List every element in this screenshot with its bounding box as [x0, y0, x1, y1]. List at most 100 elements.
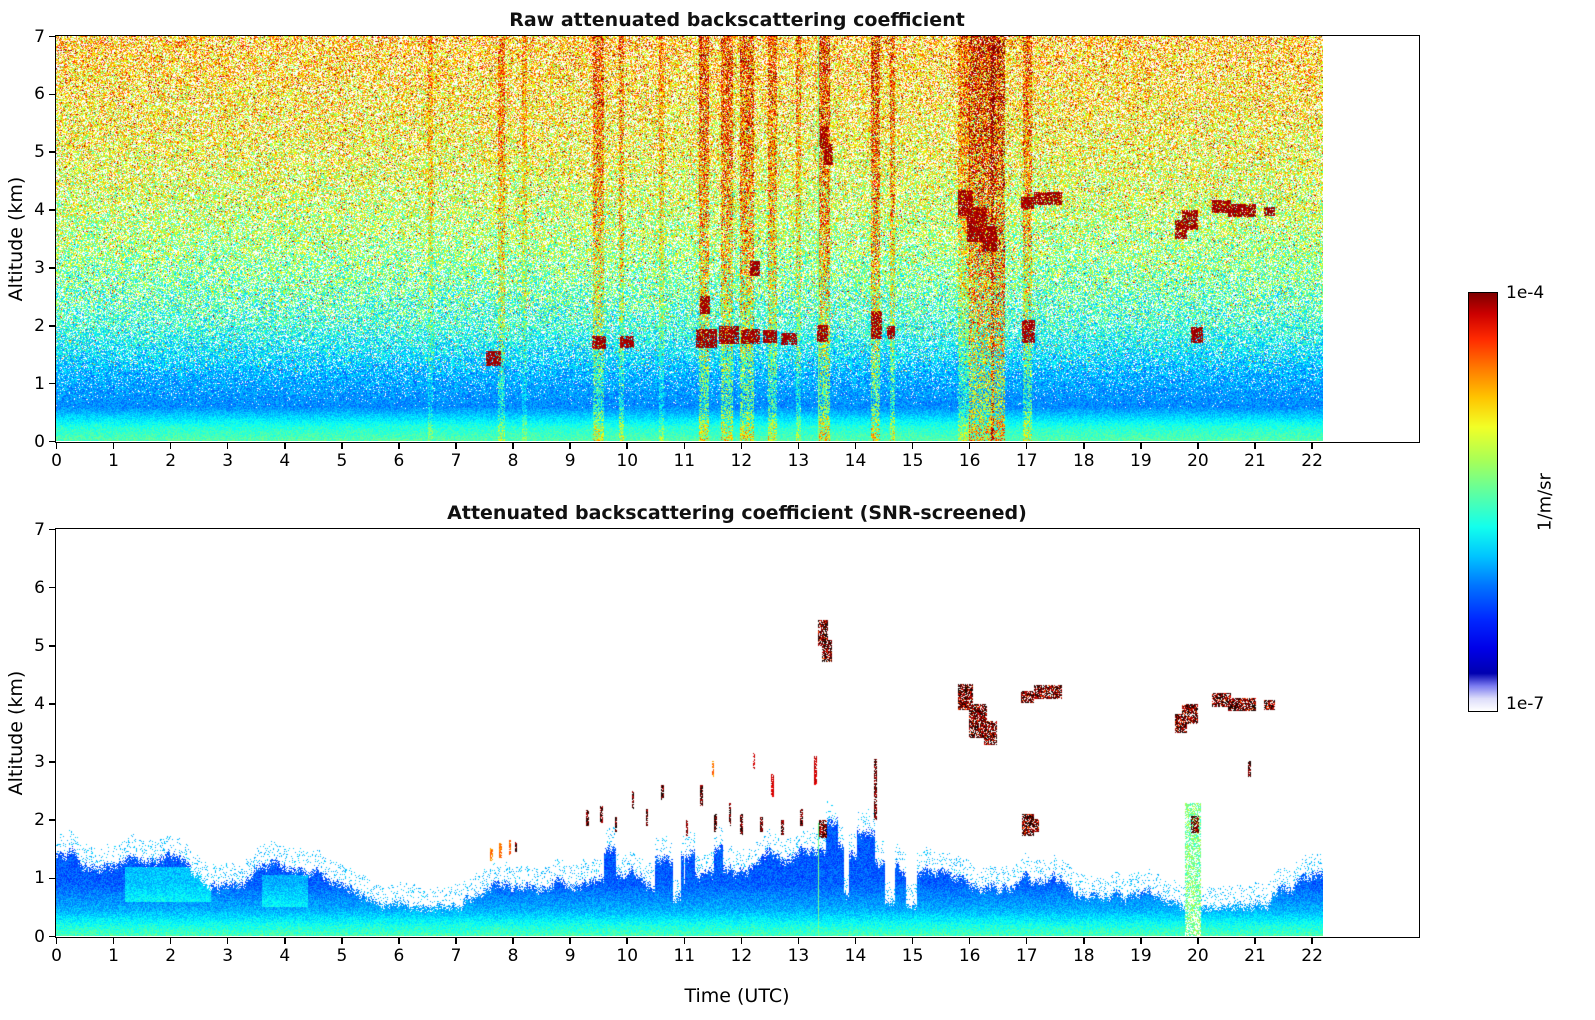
screened-x-tick-mark — [569, 938, 571, 944]
screened-x-tick-mark — [1025, 938, 1028, 944]
raw-y-tick-mark — [49, 267, 55, 269]
raw-x-tick-mark — [854, 443, 857, 449]
raw-x-tick-label: 6 — [393, 451, 405, 471]
screened-x-tick-mark — [112, 938, 115, 944]
raw-x-tick-label: 2 — [165, 451, 177, 471]
raw-x-tick-mark — [911, 443, 914, 449]
screened-x-tick-label: 4 — [279, 946, 291, 966]
screened-y-tick-mark — [49, 586, 55, 589]
screened-x-tick-label: 9 — [564, 946, 576, 966]
screened-x-tick-mark — [626, 938, 628, 944]
screened-x-tick-label: 7 — [450, 946, 462, 966]
screened-x-tick-label: 12 — [730, 946, 753, 966]
raw-x-tick-mark — [1025, 443, 1028, 449]
screened-x-tick-mark — [455, 938, 457, 944]
raw-x-tick-label: 16 — [958, 451, 981, 471]
screened-y-tick-mark — [49, 528, 55, 531]
raw-y-tick-label: 1 — [34, 373, 45, 394]
raw-y-tick-label: 0 — [34, 431, 45, 452]
screened-x-tick-label: 22 — [1301, 946, 1323, 966]
colorbar-max-label: 1e-4 — [1506, 283, 1545, 303]
colorbar-unit-label: 1/m/sr — [1534, 473, 1556, 531]
raw-x-tick-mark — [797, 443, 800, 449]
screened-y-tick-label: 4 — [34, 693, 45, 714]
raw-panel-title: Raw attenuated backscattering coefficien… — [509, 9, 965, 31]
screened-x-tick-label: 19 — [1130, 946, 1152, 966]
colorbar-min-label: 1e-7 — [1506, 694, 1545, 714]
raw-x-tick-mark — [1197, 443, 1199, 449]
screened-x-tick-mark — [740, 938, 743, 944]
screened-x-tick-label: 0 — [51, 946, 62, 966]
screened-x-tick-label: 6 — [393, 946, 405, 966]
raw-x-tick-mark — [1311, 443, 1313, 449]
x-axis-label: Time (UTC) — [684, 985, 790, 1007]
raw-y-tick-mark — [49, 440, 55, 443]
screened-x-tick-mark — [1197, 938, 1199, 944]
raw-x-tick-mark — [1083, 443, 1085, 449]
screened-x-tick-mark — [1083, 938, 1085, 944]
screened-y-tick-label: 2 — [34, 810, 45, 831]
raw-x-tick-label: 1 — [108, 451, 119, 471]
raw-x-tick-mark — [1254, 443, 1256, 449]
raw-y-tick-label: 2 — [34, 315, 45, 336]
screened-x-tick-mark — [683, 938, 686, 944]
screened-x-tick-label: 20 — [1187, 946, 1209, 966]
raw-x-tick-mark — [341, 443, 343, 449]
raw-y-tick-mark — [49, 382, 55, 385]
raw-x-tick-label: 0 — [51, 451, 62, 471]
screened-x-tick-mark — [911, 938, 914, 944]
screened-x-tick-label: 8 — [507, 946, 519, 966]
screened-y-tick-label: 1 — [34, 868, 45, 889]
screened-y-tick-label: 5 — [34, 635, 45, 656]
raw-x-tick-label: 12 — [730, 451, 753, 471]
raw-x-tick-label: 14 — [844, 451, 867, 471]
screened-x-tick-label: 1 — [108, 946, 119, 966]
raw-x-tick-mark — [112, 443, 115, 449]
raw-x-tick-mark — [512, 443, 514, 449]
screened-x-tick-mark — [854, 938, 857, 944]
screened-x-tick-label: 16 — [958, 946, 981, 966]
screened-x-tick-mark — [169, 938, 172, 944]
raw-y-tick-label: 3 — [34, 257, 45, 278]
screened-y-tick-label: 7 — [34, 519, 45, 540]
screened-x-tick-label: 13 — [787, 946, 810, 966]
screened-x-tick-mark — [512, 938, 514, 944]
raw-x-tick-label: 11 — [673, 451, 696, 471]
screened-x-tick-mark — [398, 938, 400, 944]
raw-x-tick-mark — [169, 443, 172, 449]
screened-x-tick-label: 14 — [844, 946, 867, 966]
raw-x-tick-label: 18 — [1072, 451, 1095, 471]
screened-y-tick-label: 6 — [34, 577, 45, 598]
raw-x-tick-mark — [968, 443, 971, 449]
raw-x-tick-mark — [569, 443, 571, 449]
raw-panel-plot-area — [55, 35, 1420, 443]
screened-x-tick-label: 15 — [901, 946, 924, 966]
screened-x-tick-label: 2 — [165, 946, 177, 966]
raw-x-tick-label: 15 — [901, 451, 924, 471]
raw-x-tick-label: 8 — [507, 451, 519, 471]
raw-x-tick-mark — [683, 443, 686, 449]
raw-x-tick-mark — [226, 443, 229, 449]
raw-x-tick-mark — [455, 443, 457, 449]
raw-x-tick-label: 7 — [450, 451, 462, 471]
raw-y-axis-label: Altitude (km) — [5, 176, 27, 302]
raw-x-tick-label: 20 — [1187, 451, 1209, 471]
screened-x-tick-mark — [1140, 938, 1142, 944]
screened-x-tick-mark — [284, 938, 286, 944]
raw-x-tick-mark — [740, 443, 743, 449]
screened-x-tick-label: 18 — [1072, 946, 1095, 966]
raw-y-tick-mark — [49, 151, 55, 153]
raw-x-tick-label: 9 — [564, 451, 576, 471]
screened-x-tick-label: 21 — [1244, 946, 1266, 966]
screened-x-tick-label: 11 — [673, 946, 696, 966]
raw-y-tick-mark — [49, 325, 55, 327]
raw-x-tick-label: 22 — [1301, 451, 1323, 471]
raw-x-tick-label: 21 — [1244, 451, 1266, 471]
screened-x-tick-mark — [226, 938, 229, 944]
raw-backscatter-heatmap — [56, 36, 1323, 441]
screened-panel-plot-area — [55, 528, 1420, 938]
raw-x-tick-label: 19 — [1130, 451, 1152, 471]
raw-x-tick-label: 4 — [279, 451, 291, 471]
raw-x-tick-mark — [1140, 443, 1142, 449]
